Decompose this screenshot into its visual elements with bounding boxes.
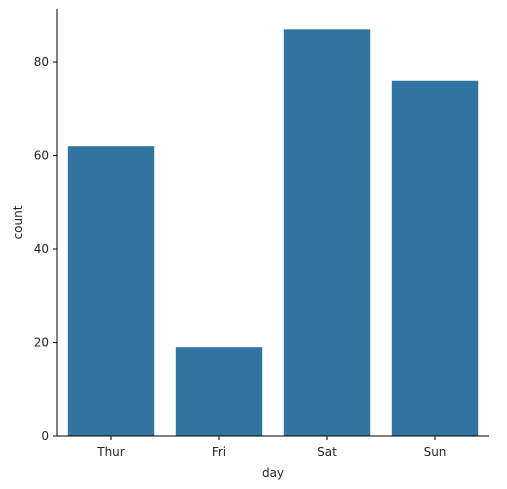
x-tick-label: Sat — [317, 445, 337, 459]
y-axis-label: count — [11, 205, 25, 239]
y-ticks-group: 0 20 40 60 80 — [34, 55, 57, 443]
y-tick-label: 20 — [34, 336, 49, 350]
x-tick-label: Sun — [424, 445, 447, 459]
bar-sun — [391, 80, 479, 436]
x-axis-label: day — [262, 466, 284, 480]
x-ticks-group: Thur Fri Sat Sun — [96, 436, 446, 459]
x-tick-label: Fri — [212, 445, 226, 459]
y-tick-label: 60 — [34, 149, 49, 163]
x-tick-label: Thur — [96, 445, 125, 459]
y-tick-label: 80 — [34, 55, 49, 69]
bar-fri — [175, 347, 263, 436]
bars-group — [67, 29, 479, 436]
y-tick-label: 40 — [34, 242, 49, 256]
bar-thur — [67, 146, 155, 436]
y-tick-label: 0 — [41, 429, 49, 443]
bar-sat — [283, 29, 371, 436]
